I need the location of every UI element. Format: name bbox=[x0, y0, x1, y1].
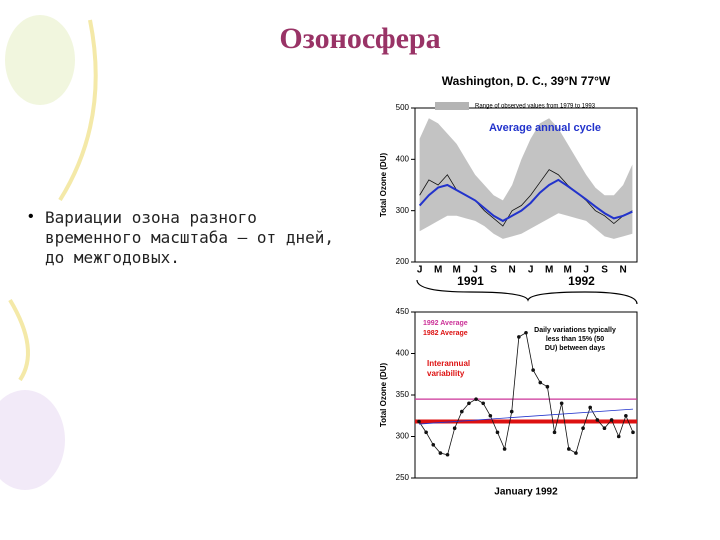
x-tick-label: J bbox=[583, 265, 589, 276]
bullet-marker: • bbox=[28, 208, 34, 225]
data-point bbox=[474, 397, 478, 401]
slide-title: Озоносфера bbox=[279, 22, 441, 55]
data-point bbox=[624, 413, 628, 418]
data-point bbox=[545, 384, 550, 389]
data-point bbox=[417, 419, 421, 424]
balloon bbox=[5, 15, 75, 105]
data-point bbox=[467, 401, 471, 406]
x-tick-label: M bbox=[434, 265, 442, 276]
reference-legend: 1982 Average bbox=[423, 330, 468, 337]
data-point bbox=[460, 409, 464, 414]
y-tick-label: 300 bbox=[396, 206, 410, 215]
y-tick-label: 200 bbox=[396, 257, 410, 266]
x-tick-label: J bbox=[417, 265, 423, 276]
data-point bbox=[509, 409, 514, 414]
data-point bbox=[502, 447, 507, 451]
series-line bbox=[418, 178, 633, 223]
annotation: Daily variations typically less than 15% … bbox=[534, 327, 616, 352]
series-line bbox=[418, 408, 634, 425]
series-label: Average annual cycle bbox=[489, 122, 601, 134]
data-point bbox=[567, 447, 571, 451]
bullet-text: Вариации озона разного временного масшта… bbox=[45, 208, 334, 267]
data-point bbox=[574, 451, 578, 455]
series-line bbox=[419, 169, 633, 227]
legend-label: Range of observed values from 1979 to 19… bbox=[475, 104, 596, 110]
y-tick-label: 450 bbox=[396, 307, 410, 316]
data-point bbox=[602, 426, 607, 431]
data-point bbox=[438, 451, 443, 455]
data-point bbox=[609, 418, 614, 422]
legend-swatch bbox=[435, 102, 469, 110]
y-axis-label: Total Ozone (DU) bbox=[379, 363, 388, 428]
y-tick-label: 250 bbox=[396, 473, 410, 482]
data-point bbox=[588, 405, 592, 410]
x-tick-label: J bbox=[472, 265, 478, 276]
data-point bbox=[616, 434, 621, 439]
x-axis-label: January 1992 bbox=[494, 487, 558, 498]
ribbon bbox=[8, 298, 30, 382]
y-axis-label: Total Ozone (DU) bbox=[379, 153, 388, 218]
data-point bbox=[431, 443, 436, 447]
data-point bbox=[445, 452, 450, 457]
year-label: 1992 bbox=[568, 274, 595, 288]
data-point bbox=[452, 426, 457, 431]
x-tick-label: N bbox=[509, 265, 516, 276]
data-point bbox=[631, 430, 635, 435]
data-point bbox=[552, 430, 557, 435]
data-point bbox=[531, 368, 535, 372]
plot-frame bbox=[414, 107, 638, 263]
y-tick-label: 500 bbox=[396, 103, 410, 112]
x-tick-label: M bbox=[563, 265, 571, 276]
reference-legend: 1992 Average bbox=[423, 320, 468, 327]
chart-title: Washington, D. C., 39°N 77°W bbox=[442, 74, 611, 88]
range-band bbox=[419, 118, 633, 239]
y-tick-label: 350 bbox=[396, 390, 410, 399]
x-tick-label: J bbox=[528, 265, 534, 276]
data-point bbox=[488, 413, 493, 418]
y-tick-label: 400 bbox=[396, 154, 410, 163]
x-tick-label: N bbox=[620, 265, 627, 276]
data-point bbox=[524, 330, 528, 335]
x-tick-label: S bbox=[490, 265, 497, 276]
y-tick-label: 400 bbox=[396, 349, 410, 358]
x-tick-label: S bbox=[601, 265, 608, 276]
data-point bbox=[481, 401, 486, 406]
year-label: 1991 bbox=[457, 274, 484, 288]
ribbon bbox=[58, 19, 98, 202]
x-tick-label: M bbox=[545, 265, 553, 276]
data-point bbox=[538, 380, 543, 385]
data-point bbox=[595, 418, 600, 422]
brace bbox=[416, 279, 638, 305]
y-tick-label: 300 bbox=[396, 432, 410, 441]
data-point bbox=[559, 401, 564, 406]
x-tick-label: M bbox=[452, 265, 460, 276]
balloon bbox=[0, 390, 65, 490]
data-point bbox=[424, 430, 428, 435]
annotation: Interannual variability bbox=[427, 359, 470, 378]
data-point bbox=[517, 335, 521, 339]
data-point bbox=[581, 426, 585, 431]
data-point bbox=[495, 430, 500, 435]
